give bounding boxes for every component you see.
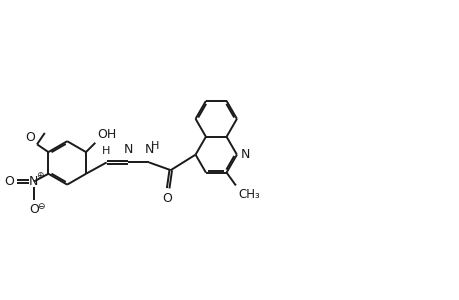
Text: N: N <box>29 175 39 188</box>
Text: N: N <box>124 143 133 156</box>
Text: N: N <box>240 148 249 161</box>
Text: O: O <box>25 131 35 144</box>
Text: ⊖: ⊖ <box>37 202 44 211</box>
Text: CH₃: CH₃ <box>237 188 259 200</box>
Text: N: N <box>145 143 154 156</box>
Text: O: O <box>162 192 172 205</box>
Text: O: O <box>29 203 39 216</box>
Text: O: O <box>5 175 14 188</box>
Text: H: H <box>101 146 110 156</box>
Text: ⊕: ⊕ <box>36 171 44 180</box>
Text: OH: OH <box>97 128 117 141</box>
Text: H: H <box>151 141 159 151</box>
